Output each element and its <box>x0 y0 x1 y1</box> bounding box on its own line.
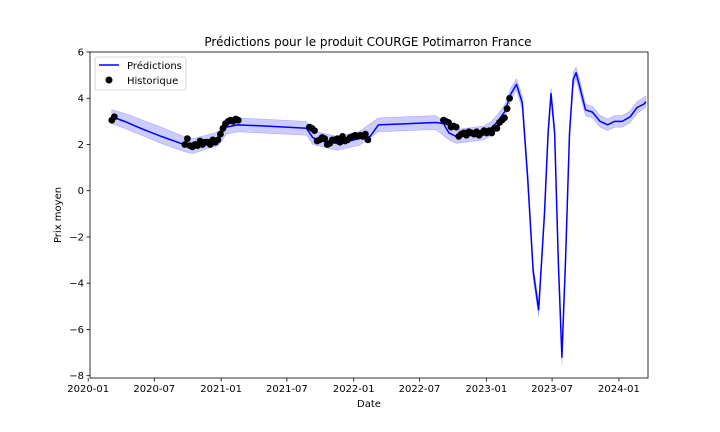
history-point <box>234 116 242 124</box>
chart-title: Prédictions pour le produit COURGE Potim… <box>204 35 531 49</box>
y-tick-label: −4 <box>69 279 84 290</box>
y-axis-label: Prix moyen <box>53 187 64 243</box>
x-tick-label: 2020-07 <box>133 384 175 395</box>
history-point <box>181 141 189 148</box>
x-tick-label: 2022-01 <box>333 384 375 395</box>
history-point <box>452 123 460 131</box>
y-tick-label: −2 <box>69 232 84 243</box>
y-tick-label: 0 <box>78 186 84 197</box>
history-points-layer <box>108 94 513 151</box>
history-point <box>503 105 511 113</box>
y-tick-label: 2 <box>78 140 84 151</box>
history-point <box>214 136 222 144</box>
history-point <box>506 94 513 102</box>
legend: Prédictions Historique <box>94 56 187 91</box>
y-tick-label: −6 <box>69 325 84 336</box>
x-axis: 2020-01 2020-07 2021-01 2021-07 2022-01 2022-… <box>67 378 640 395</box>
legend-label-predictions: Prédictions <box>127 60 182 72</box>
history-point <box>311 127 318 135</box>
x-tick-label: 2023-01 <box>465 384 507 395</box>
history-point <box>336 138 344 146</box>
y-axis: 6 4 2 0 −2 −4 −6 −8 <box>69 48 90 382</box>
history-point <box>217 130 224 138</box>
y-tick-label: 6 <box>78 48 84 59</box>
x-tick-label: 2022-07 <box>399 384 441 395</box>
plot-frame <box>89 51 649 379</box>
plot-area <box>89 51 649 379</box>
x-axis-label: Date <box>357 399 381 410</box>
legend-marker-swatch <box>105 76 113 84</box>
history-point <box>493 124 501 132</box>
history-point <box>501 114 508 122</box>
history-point <box>361 130 369 138</box>
legend-label-history: Historique <box>127 76 178 87</box>
history-point <box>183 135 191 143</box>
y-tick-label: 4 <box>78 94 84 105</box>
x-tick-label: 2020-01 <box>67 384 109 395</box>
x-tick-label: 2023-07 <box>531 384 573 395</box>
y-tick-label: −8 <box>69 371 84 382</box>
history-point <box>321 135 329 143</box>
x-tick-label: 2021-01 <box>200 384 242 395</box>
x-tick-label: 2024-01 <box>598 384 640 395</box>
history-point <box>364 136 372 144</box>
x-tick-label: 2021-07 <box>266 384 308 395</box>
history-point <box>110 113 118 121</box>
